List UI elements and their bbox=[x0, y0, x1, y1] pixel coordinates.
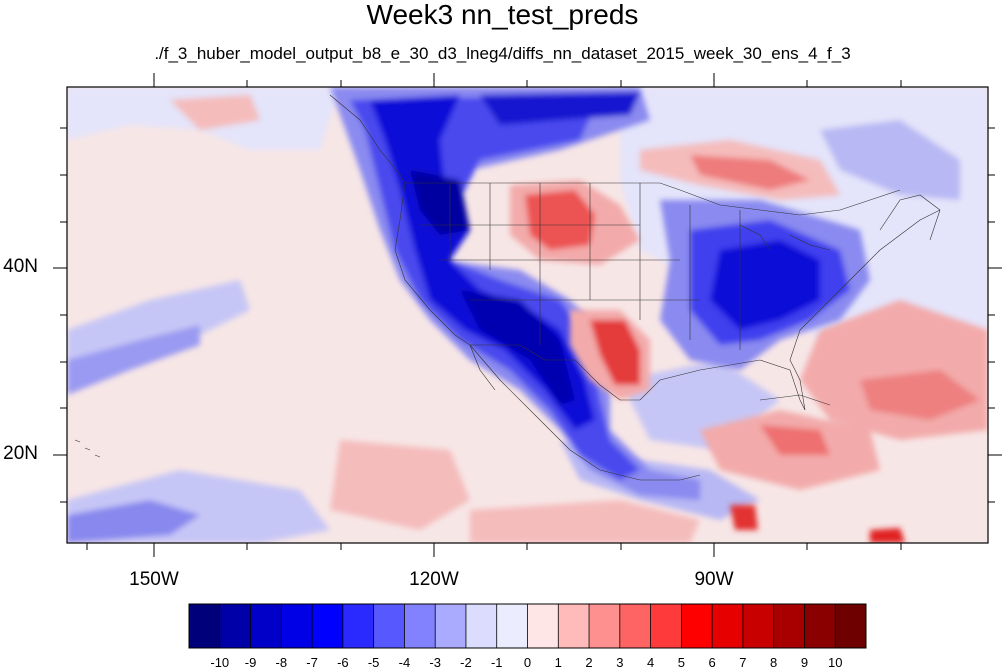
field-red-sw-corner bbox=[730, 505, 758, 530]
colorbar-label: -3 bbox=[429, 655, 441, 670]
map-subtitle: ./f_3_huber_model_output_b8_e_30_d3_lneg… bbox=[154, 44, 851, 63]
field-red-se-corner bbox=[870, 528, 905, 543]
field-west-blue-deep bbox=[410, 170, 470, 235]
colorbar-swatch bbox=[250, 604, 282, 648]
colorbar-label: 1 bbox=[554, 655, 562, 670]
hawaii bbox=[74, 439, 101, 458]
field-north-blue bbox=[480, 92, 640, 125]
field-east-ne bbox=[820, 120, 960, 200]
colorbar-swatch bbox=[219, 604, 252, 648]
colorbar-label: -9 bbox=[244, 655, 257, 670]
field-red-atlantic-core bbox=[860, 370, 980, 420]
colorbar-label: -1 bbox=[490, 655, 503, 670]
colorbar-label: 9 bbox=[800, 655, 809, 670]
colorbar-swatch bbox=[404, 604, 436, 648]
colorbar-swatch bbox=[619, 604, 652, 648]
colorbar-label: -4 bbox=[398, 655, 411, 670]
field-west-blue-deep-2 bbox=[460, 290, 575, 405]
lon-label-90w: 90W bbox=[694, 569, 734, 590]
colorbar-swatch bbox=[527, 604, 559, 648]
colorbar-label: 6 bbox=[708, 655, 716, 670]
colorbar-swatch bbox=[589, 604, 621, 648]
lon-label-120w: 120W bbox=[409, 569, 459, 590]
colorbar-label: 2 bbox=[585, 655, 593, 670]
field-red-south-pacific-2 bbox=[470, 500, 700, 543]
lat-label-20n: 20N bbox=[3, 443, 38, 464]
cuba bbox=[759, 394, 831, 406]
map-title: Week3 nn_test_preds bbox=[366, 0, 639, 30]
colorbar-label: 3 bbox=[616, 655, 624, 670]
colorbar-swatch bbox=[650, 604, 682, 648]
colorbar-label: -8 bbox=[275, 655, 288, 670]
field-east-blue-dark bbox=[710, 240, 820, 330]
us-canada-border bbox=[405, 182, 901, 216]
lat-label-40n: 40N bbox=[3, 256, 38, 277]
boundaries bbox=[74, 94, 941, 481]
colorbar-swatch bbox=[773, 604, 805, 648]
colorbar-label: 7 bbox=[739, 655, 747, 670]
east-coast bbox=[789, 209, 941, 411]
colorbar-swatch bbox=[465, 604, 498, 648]
mexico-west-coast bbox=[469, 344, 701, 481]
colorbar bbox=[188, 603, 867, 649]
great-lakes bbox=[739, 224, 831, 251]
state-lines-2 bbox=[420, 224, 700, 345]
colorbar-label: 0 bbox=[523, 655, 532, 670]
state-lines-1 bbox=[449, 183, 741, 350]
colorbar-swatch bbox=[189, 604, 221, 648]
colorbar-swatch bbox=[712, 604, 744, 648]
colorbar-label: -10 bbox=[210, 655, 230, 670]
field-red-caribbean-core bbox=[760, 425, 830, 455]
canada-coast bbox=[329, 94, 406, 184]
field-red-canada-core bbox=[690, 155, 810, 190]
colorbar-label: 10 bbox=[827, 655, 843, 670]
field-south-band-2 bbox=[67, 500, 200, 543]
colorbar-swatch bbox=[496, 604, 528, 648]
us-west-coast bbox=[394, 182, 471, 346]
colorbar-swatch bbox=[835, 604, 867, 648]
colorbar-label: -2 bbox=[460, 655, 472, 670]
colorbar-swatch bbox=[435, 604, 467, 648]
colorbar-frame bbox=[188, 603, 867, 649]
colorbar-label: -6 bbox=[337, 655, 349, 670]
colorbar-swatch bbox=[804, 604, 836, 648]
colorbar-swatch bbox=[312, 604, 344, 648]
colorbar-swatch bbox=[373, 604, 405, 648]
ticks bbox=[53, 73, 1002, 557]
us-mexico-border bbox=[470, 344, 640, 401]
colorbar-swatch bbox=[558, 604, 590, 648]
field-pacific-band-2 bbox=[67, 325, 200, 395]
new-england bbox=[879, 194, 941, 241]
colorbar-label: -5 bbox=[367, 655, 380, 670]
data-field bbox=[67, 87, 988, 543]
field-red-plains-core bbox=[525, 190, 595, 250]
colorbar-label: -7 bbox=[306, 655, 318, 670]
field-red-texas-core bbox=[590, 320, 640, 385]
lon-label-150w: 150W bbox=[129, 569, 179, 590]
colorbar-label: 5 bbox=[677, 655, 685, 670]
colorbar-swatch bbox=[742, 604, 775, 648]
colorbar-swatch bbox=[681, 604, 713, 648]
colorbar-swatch bbox=[281, 604, 313, 648]
colorbar-label: 4 bbox=[646, 655, 655, 670]
baja bbox=[469, 344, 496, 391]
field-red-nw-pacific bbox=[170, 95, 260, 130]
colorbar-swatch bbox=[342, 604, 375, 648]
colorbar-label: 8 bbox=[770, 655, 778, 670]
field-red-south-pacific bbox=[330, 440, 470, 530]
